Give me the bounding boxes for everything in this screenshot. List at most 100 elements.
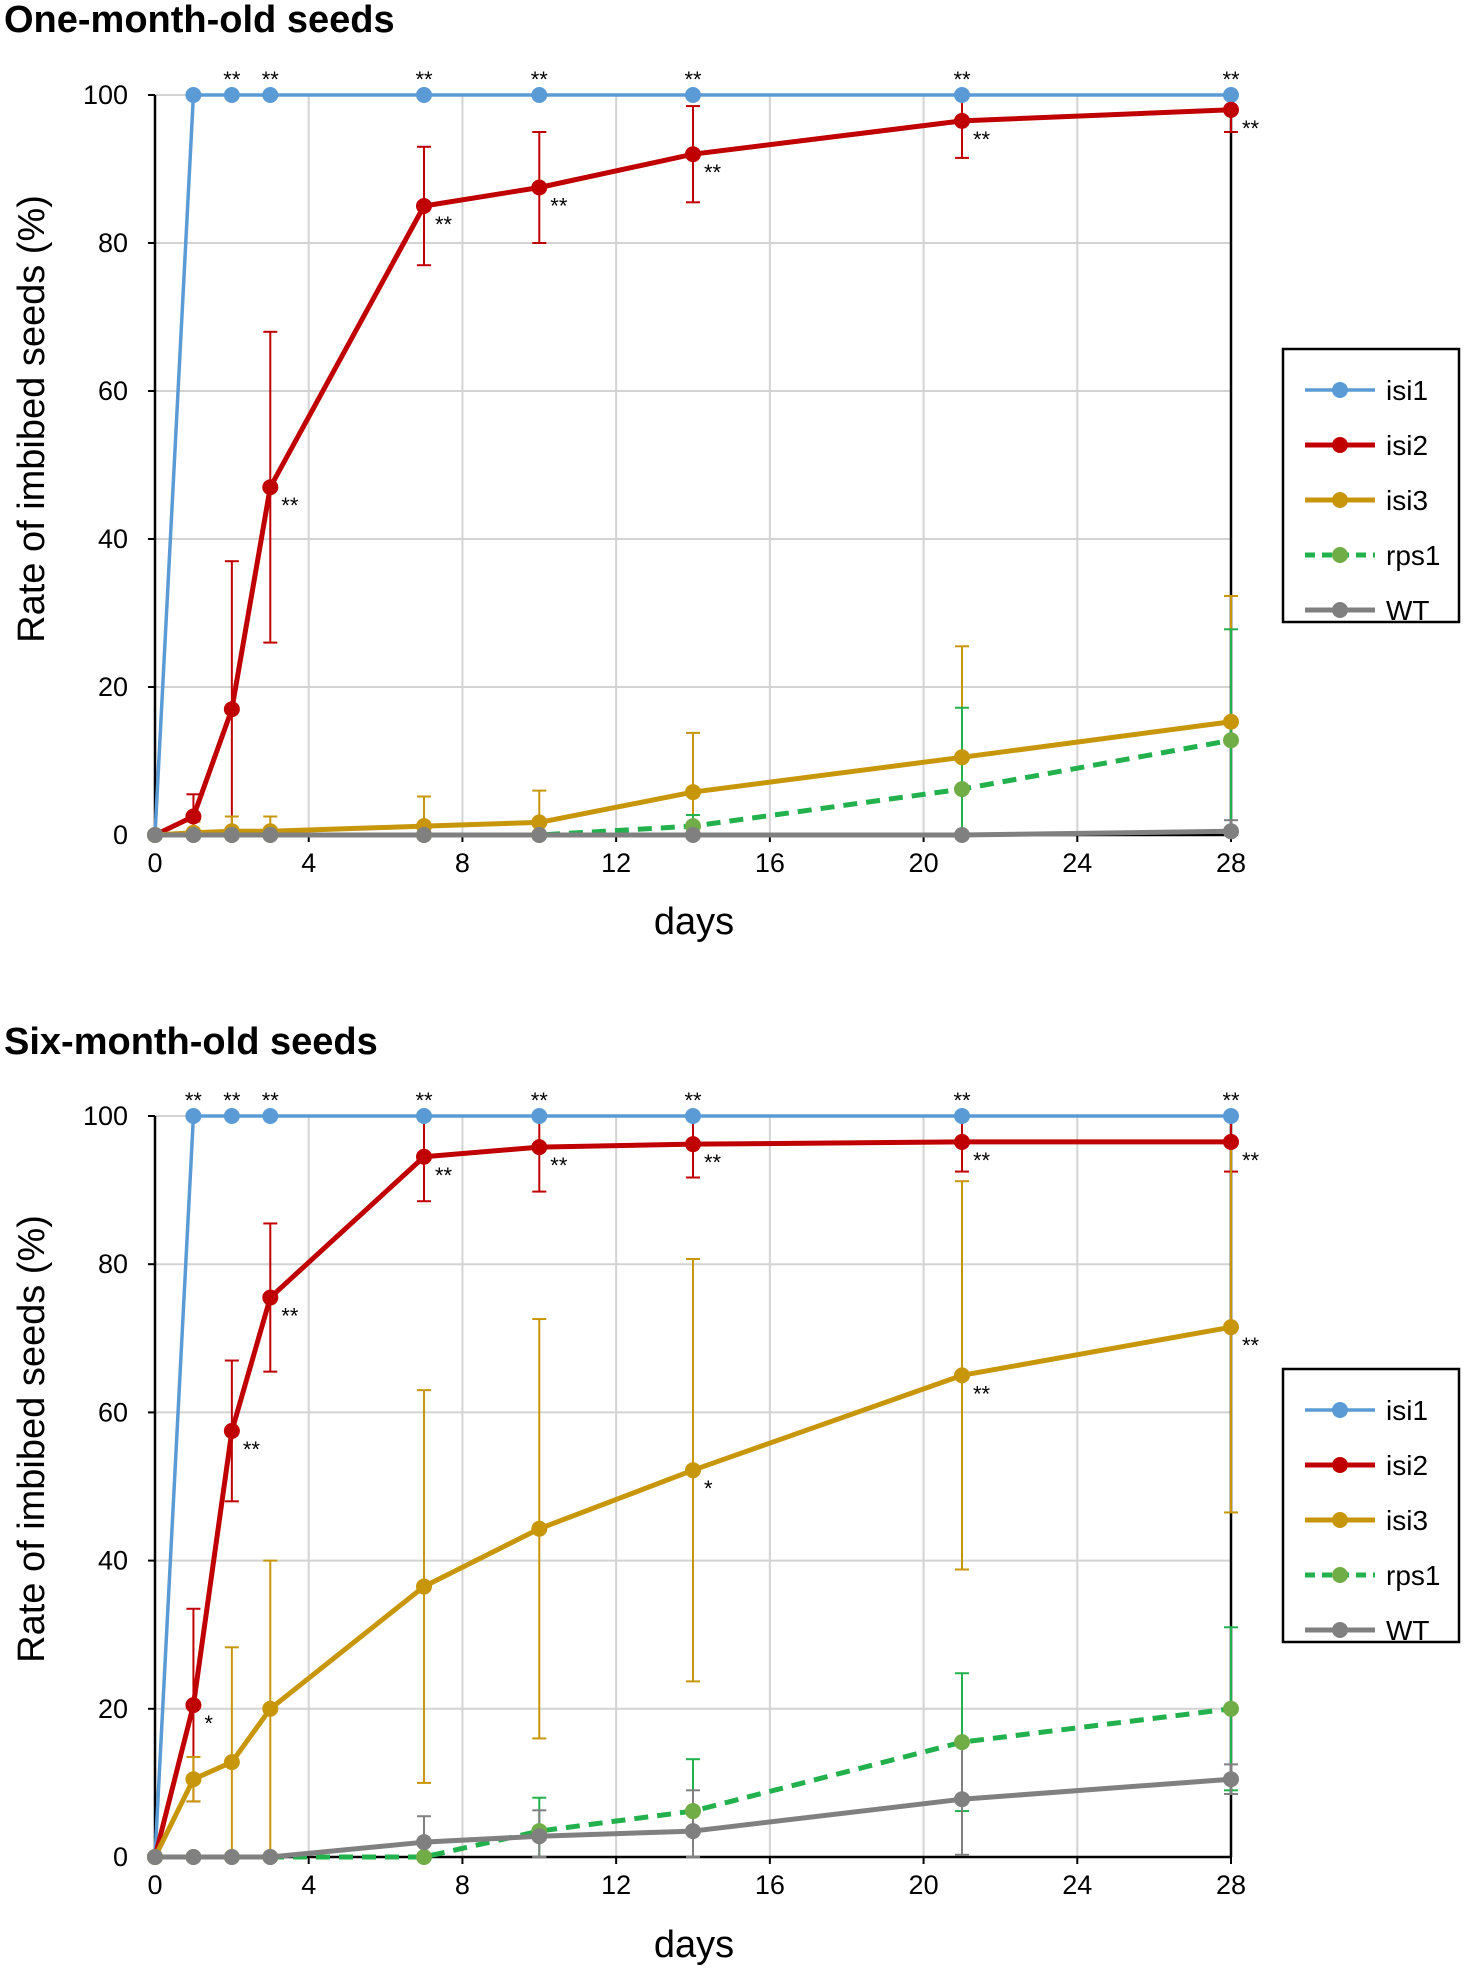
data-point-WT <box>185 1849 202 1865</box>
significance-label: ** <box>415 67 433 92</box>
significance-label: ** <box>953 67 971 92</box>
significance-label: ** <box>223 67 241 92</box>
legend-item-rps1: rps1 <box>1305 540 1440 571</box>
series-line-isi1 <box>153 93 1231 836</box>
legend-item-rps1: rps1 <box>1305 1560 1440 1591</box>
data-point-isi3 <box>685 1462 701 1479</box>
legend-item-isi1: isi1 <box>1305 375 1428 406</box>
significance-label: ** <box>415 1088 433 1113</box>
significance-label: ** <box>704 1150 722 1175</box>
data-point-WT <box>416 827 432 843</box>
significance-label: ** <box>973 127 991 152</box>
significance-label: ** <box>281 1304 299 1329</box>
data-point-isi1 <box>1223 1108 1239 1124</box>
data-point-isi3 <box>223 1754 240 1771</box>
data-point-isi2 <box>223 1422 240 1439</box>
legend-swatch-marker <box>1332 437 1348 453</box>
legend-item-isi3: isi3 <box>1305 1505 1428 1536</box>
x-tick-label: 0 <box>147 848 162 878</box>
data-point-isi1 <box>223 1108 240 1124</box>
data-point-isi2 <box>954 1133 970 1150</box>
significance-label: ** <box>262 1088 280 1113</box>
significance-label: * <box>704 1476 713 1501</box>
legend-label: rps1 <box>1386 540 1440 571</box>
legend-swatch-marker <box>1332 1512 1348 1528</box>
data-point-isi2 <box>1223 101 1239 118</box>
error-bar-rps1 <box>1224 628 1238 836</box>
data-point-isi2 <box>685 146 701 163</box>
y-tick-label: 100 <box>83 1101 128 1131</box>
data-point-isi1 <box>185 1108 202 1124</box>
legend-swatch-marker <box>1332 547 1348 563</box>
data-point-isi3 <box>262 1700 279 1717</box>
legend-swatch-marker <box>1332 1622 1348 1638</box>
data-point-isi1 <box>262 87 279 103</box>
chart-panel-one-month: One-month-old seeds Rate of imbibed seed… <box>4 0 1461 943</box>
significance-label: ** <box>185 1088 203 1113</box>
significance-label: ** <box>531 1088 549 1113</box>
data-point-WT <box>147 827 163 843</box>
legend: isi1 isi2 isi3 rps1 WT <box>1281 347 1461 626</box>
significance-label: ** <box>531 67 549 92</box>
data-point-rps1 <box>1223 1700 1239 1717</box>
data-point-isi1 <box>954 87 970 103</box>
x-tick-label: 4 <box>301 1870 316 1900</box>
data-point-isi2 <box>416 198 432 214</box>
data-point-isi2 <box>185 1697 202 1714</box>
significance-label: ** <box>1242 116 1260 141</box>
significance-label: ** <box>1242 1333 1260 1358</box>
chart-title: One-month-old seeds <box>4 0 395 41</box>
data-point-isi1 <box>685 1108 701 1124</box>
x-tick-label: 12 <box>601 848 631 878</box>
data-point-rps1 <box>954 1734 970 1751</box>
significance-label: ** <box>1222 1088 1240 1113</box>
data-point-rps1 <box>685 1803 701 1820</box>
data-point-isi1 <box>416 1108 432 1124</box>
data-point-WT <box>262 1849 279 1865</box>
chart-panel-six-month: Six-month-old seeds Rate of imbibed seed… <box>4 1021 1461 1966</box>
data-point-isi3 <box>685 784 701 801</box>
x-tick-label: 28 <box>1216 848 1246 878</box>
significance-label: ** <box>435 1163 453 1188</box>
data-point-isi1 <box>185 87 202 103</box>
significance-label: ** <box>1242 1148 1260 1173</box>
data-point-isi1 <box>416 87 432 103</box>
data-point-isi3 <box>531 1520 548 1537</box>
data-point-rps1 <box>416 1849 432 1865</box>
data-point-WT <box>223 827 240 843</box>
data-point-isi2 <box>262 479 279 496</box>
data-point-isi1 <box>223 87 240 103</box>
data-point-isi2 <box>531 179 548 196</box>
data-point-isi1 <box>531 1108 548 1124</box>
significance-label: ** <box>953 1088 971 1113</box>
data-point-WT <box>954 827 970 843</box>
significance-label: * <box>204 1711 213 1736</box>
data-point-isi2 <box>1223 1133 1239 1150</box>
data-point-WT <box>1223 823 1239 840</box>
significance-label: ** <box>973 1148 991 1173</box>
significance-label: ** <box>684 67 702 92</box>
y-axis-label: Rate of imbibed seeds (%) <box>11 1215 53 1663</box>
significance-label: ** <box>262 67 280 92</box>
data-point-isi3 <box>416 1578 432 1595</box>
significance-label: ** <box>550 194 568 219</box>
data-point-isi2 <box>531 1139 548 1156</box>
data-point-isi2 <box>685 1136 701 1153</box>
data-point-isi1 <box>531 87 548 103</box>
legend-label: isi1 <box>1386 1395 1428 1426</box>
legend-item-isi3: isi3 <box>1305 485 1428 516</box>
significance-label: ** <box>973 1381 991 1406</box>
significance-label: ** <box>550 1153 568 1178</box>
series-line-isi2 <box>153 107 1232 838</box>
x-axis-label: days <box>654 1924 734 1966</box>
data-point-isi3 <box>1223 713 1239 730</box>
legend-swatch-marker <box>1332 1457 1348 1473</box>
x-tick-label: 16 <box>755 848 785 878</box>
x-tick-label: 28 <box>1216 1870 1246 1900</box>
x-tick-label: 20 <box>909 1870 939 1900</box>
data-point-isi3 <box>954 749 970 766</box>
legend-swatch-marker <box>1332 1402 1348 1418</box>
legend-label: isi1 <box>1386 375 1428 406</box>
data-point-isi1 <box>262 1108 279 1124</box>
legend-item-isi2: isi2 <box>1305 430 1428 461</box>
